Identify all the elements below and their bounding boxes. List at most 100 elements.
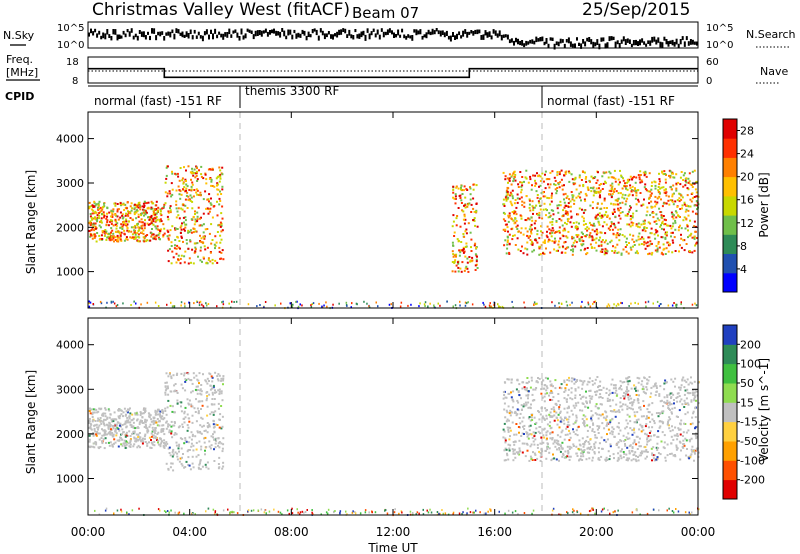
range-cell bbox=[216, 424, 219, 426]
range-cell bbox=[516, 228, 519, 230]
range-cell bbox=[472, 183, 475, 186]
range-cell bbox=[631, 194, 634, 197]
range-cell bbox=[580, 455, 582, 458]
range-cell bbox=[211, 380, 214, 383]
range-cell bbox=[504, 219, 507, 222]
nave-label: Nave bbox=[760, 65, 788, 78]
range-cell bbox=[679, 176, 682, 179]
range-cell bbox=[538, 418, 541, 421]
range-cell bbox=[138, 438, 141, 440]
range-cell bbox=[165, 511, 167, 514]
range-cell bbox=[510, 183, 513, 186]
range-cell bbox=[116, 210, 119, 213]
range-cell bbox=[672, 184, 675, 187]
range-cell bbox=[683, 379, 686, 382]
range-cell bbox=[103, 433, 106, 436]
range-cell bbox=[218, 374, 221, 377]
range-cell bbox=[609, 241, 612, 244]
range-cell bbox=[156, 218, 159, 221]
range-cell bbox=[553, 419, 556, 422]
range-cell bbox=[152, 436, 155, 439]
range-cell bbox=[566, 433, 569, 436]
range-cell bbox=[582, 414, 585, 417]
range-cell bbox=[666, 231, 668, 234]
range-cell bbox=[624, 194, 627, 197]
range-cell bbox=[466, 205, 469, 208]
range-cell bbox=[534, 182, 537, 185]
range-cell bbox=[689, 423, 692, 426]
range-cell bbox=[189, 240, 192, 243]
range-cell bbox=[125, 212, 128, 215]
range-cell bbox=[102, 213, 105, 216]
range-cell bbox=[659, 385, 662, 388]
range-cell bbox=[190, 403, 193, 406]
range-cell bbox=[654, 249, 657, 252]
range-cell bbox=[557, 182, 560, 185]
range-cell bbox=[206, 425, 209, 428]
range-cell bbox=[524, 247, 527, 250]
range-cell bbox=[599, 385, 601, 387]
range-cell bbox=[121, 217, 124, 220]
noise-sample bbox=[232, 30, 235, 34]
noise-sample bbox=[203, 31, 206, 36]
range-cell bbox=[564, 229, 567, 232]
range-cell bbox=[657, 189, 660, 192]
range-cell bbox=[130, 304, 132, 306]
range-cell bbox=[111, 420, 113, 423]
range-cell bbox=[216, 193, 219, 196]
noise-sample bbox=[149, 35, 151, 41]
range-cell bbox=[133, 443, 136, 446]
range-cell bbox=[470, 211, 473, 213]
range-cell bbox=[528, 425, 531, 428]
range-cell bbox=[98, 447, 101, 450]
range-cell bbox=[119, 202, 122, 205]
range-cell bbox=[686, 388, 689, 391]
range-cell bbox=[602, 416, 605, 419]
range-cell bbox=[100, 407, 103, 410]
range-cell bbox=[157, 233, 160, 236]
range-cell bbox=[195, 441, 198, 444]
range-cell bbox=[611, 430, 614, 433]
range-cell bbox=[96, 216, 99, 219]
range-cell bbox=[580, 380, 583, 383]
range-cell bbox=[92, 225, 95, 228]
range-cell bbox=[635, 239, 638, 242]
range-cell bbox=[199, 392, 202, 395]
range-cell bbox=[542, 191, 545, 194]
range-cell bbox=[658, 420, 661, 423]
range-cell bbox=[638, 232, 641, 235]
range-cell bbox=[506, 243, 509, 246]
range-cell bbox=[633, 439, 636, 442]
range-cell bbox=[557, 400, 560, 403]
range-cell bbox=[259, 304, 261, 306]
range-cell bbox=[191, 181, 194, 184]
range-cell bbox=[171, 436, 174, 439]
range-cell bbox=[575, 234, 578, 236]
noise-sample bbox=[649, 40, 652, 46]
range-cell bbox=[672, 454, 675, 457]
range-cell bbox=[180, 193, 183, 196]
range-cell bbox=[203, 237, 206, 240]
range-cell bbox=[637, 252, 639, 255]
range-cell bbox=[155, 208, 158, 210]
noise-sample bbox=[500, 34, 503, 41]
range-cell bbox=[538, 237, 541, 240]
range-cell bbox=[598, 212, 601, 215]
range-cell bbox=[674, 210, 677, 213]
range-cell bbox=[185, 460, 188, 463]
range-cell bbox=[658, 393, 661, 396]
range-cell bbox=[605, 440, 608, 443]
range-cell bbox=[590, 175, 593, 178]
range-cell bbox=[170, 430, 173, 433]
range-cell bbox=[620, 384, 622, 387]
range-cell bbox=[691, 389, 694, 392]
range-cell bbox=[643, 198, 645, 201]
range-cell bbox=[168, 511, 170, 514]
range-cell bbox=[190, 231, 193, 234]
range-cell bbox=[533, 435, 536, 438]
range-cell bbox=[473, 217, 476, 220]
range-cell bbox=[601, 225, 604, 228]
noise-sample bbox=[374, 33, 377, 38]
range-cell bbox=[603, 171, 606, 174]
range-cell bbox=[185, 242, 188, 245]
